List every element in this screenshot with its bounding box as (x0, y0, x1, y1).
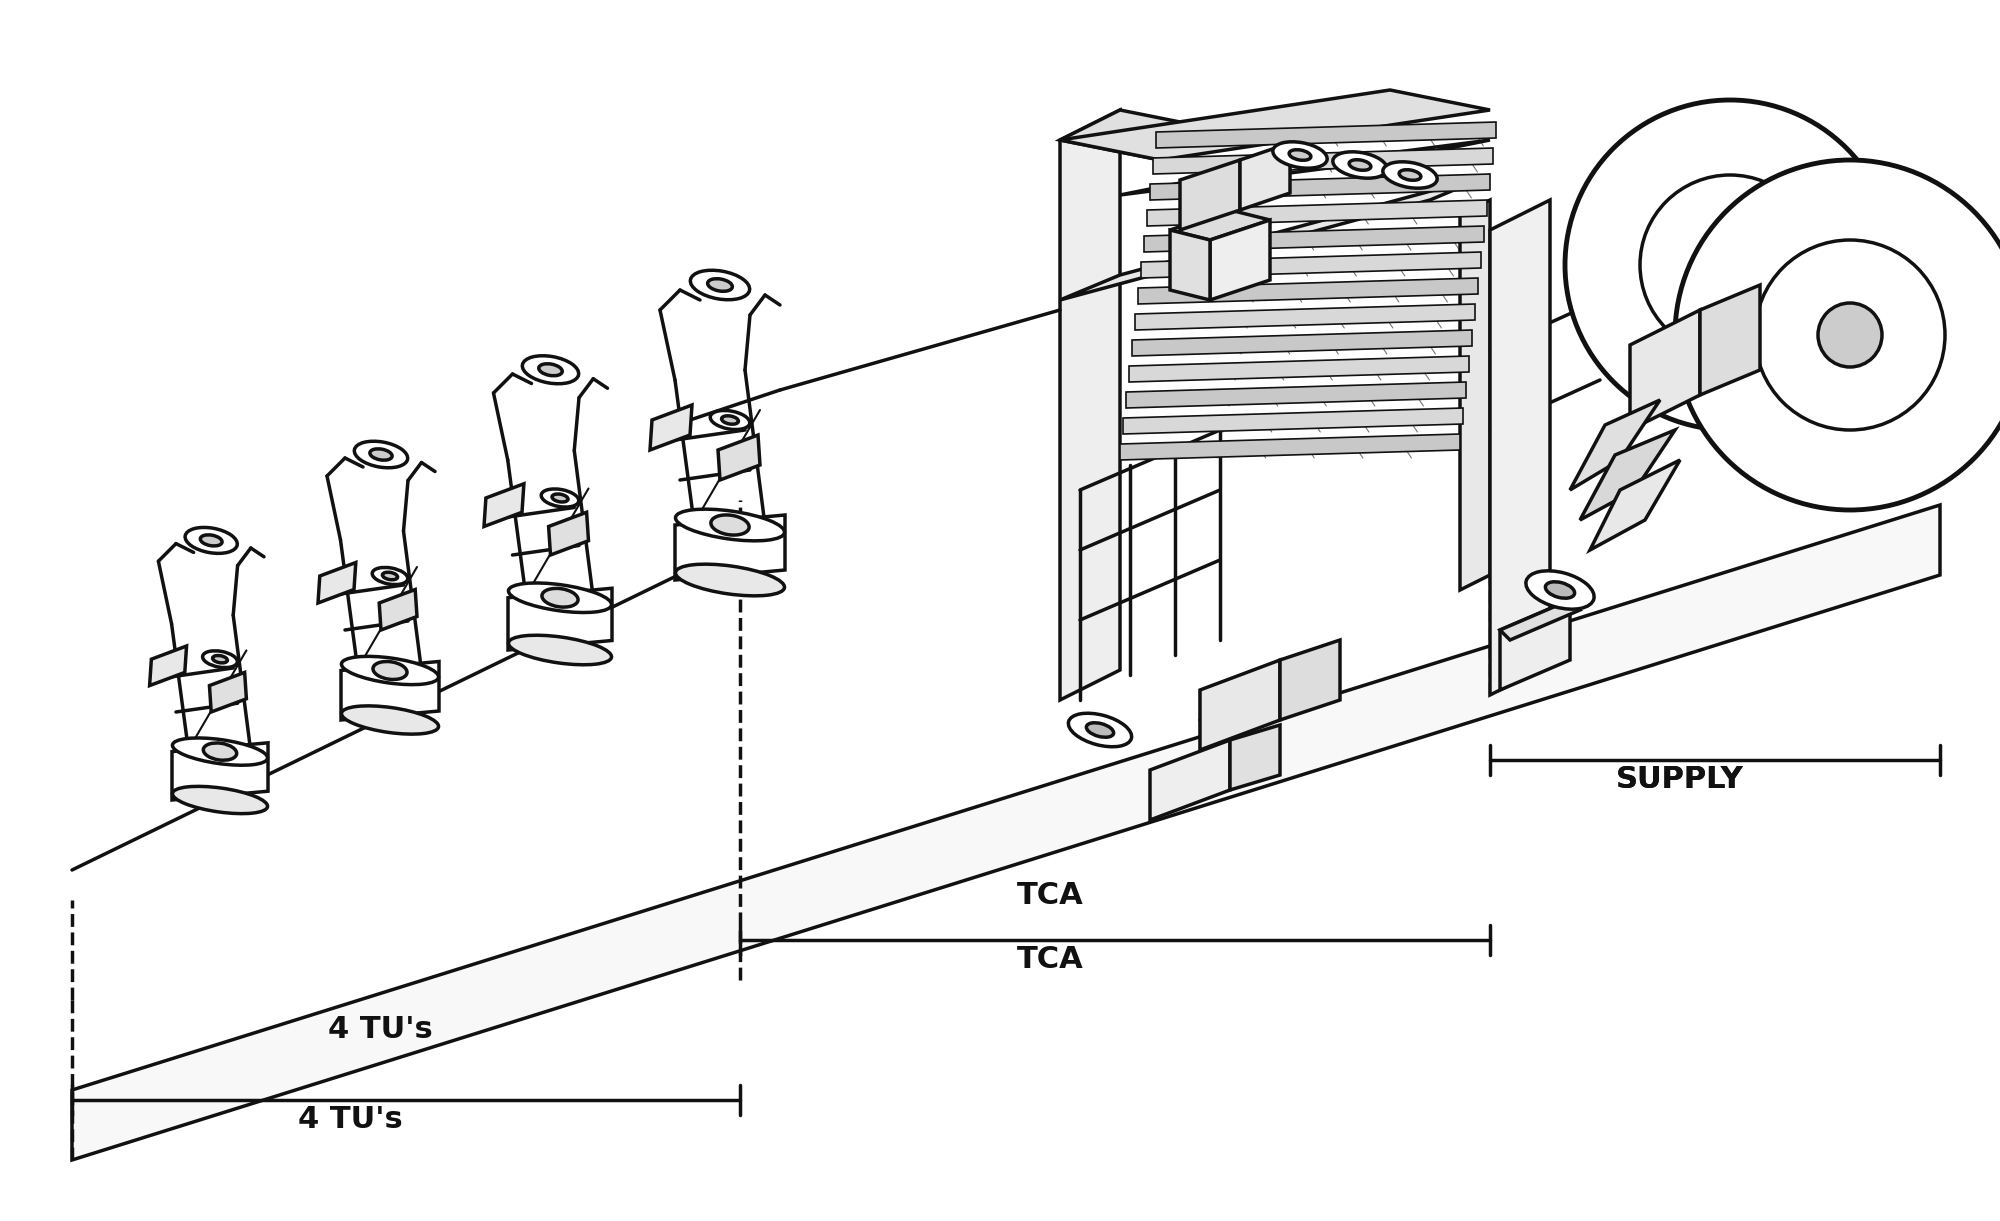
Polygon shape (1156, 122, 1496, 148)
Ellipse shape (212, 656, 228, 663)
Polygon shape (676, 515, 784, 580)
Ellipse shape (708, 278, 732, 292)
Polygon shape (1138, 278, 1478, 304)
Ellipse shape (1400, 170, 1420, 181)
Ellipse shape (202, 651, 238, 668)
Polygon shape (1590, 460, 1680, 549)
Ellipse shape (508, 582, 612, 613)
Polygon shape (1124, 408, 1464, 433)
Ellipse shape (372, 662, 408, 680)
Polygon shape (1490, 200, 1550, 695)
Polygon shape (1630, 310, 1700, 430)
Ellipse shape (542, 488, 578, 507)
Polygon shape (1200, 661, 1280, 750)
Ellipse shape (342, 657, 438, 685)
Polygon shape (1580, 430, 1674, 520)
Ellipse shape (1546, 581, 1574, 598)
Polygon shape (548, 513, 588, 556)
Polygon shape (1126, 382, 1466, 408)
Polygon shape (1060, 90, 1490, 160)
Ellipse shape (722, 416, 738, 424)
Polygon shape (1060, 110, 1220, 160)
Text: SUPPLY: SUPPLY (1616, 766, 1744, 795)
Polygon shape (318, 563, 356, 603)
Ellipse shape (204, 742, 236, 761)
Ellipse shape (1332, 151, 1388, 178)
Polygon shape (1700, 284, 1760, 396)
Polygon shape (1060, 175, 1490, 300)
Ellipse shape (172, 737, 268, 766)
Polygon shape (1500, 600, 1570, 690)
Text: TCA: TCA (1016, 880, 1084, 910)
Polygon shape (210, 673, 246, 712)
Ellipse shape (1272, 142, 1328, 168)
Text: SUPPLY: SUPPLY (1616, 766, 1744, 795)
Polygon shape (1120, 433, 1460, 460)
Polygon shape (508, 589, 612, 650)
Ellipse shape (372, 568, 408, 585)
Polygon shape (380, 590, 418, 630)
Ellipse shape (342, 706, 438, 734)
Polygon shape (150, 646, 186, 686)
Ellipse shape (710, 515, 750, 535)
Ellipse shape (538, 364, 562, 376)
Text: 4 TU's: 4 TU's (328, 1016, 432, 1044)
Polygon shape (1060, 110, 1120, 700)
Ellipse shape (676, 509, 784, 541)
Ellipse shape (1526, 571, 1594, 609)
Ellipse shape (508, 635, 612, 664)
Polygon shape (342, 662, 440, 720)
Ellipse shape (1068, 713, 1132, 747)
Polygon shape (1152, 148, 1492, 175)
Polygon shape (1150, 175, 1490, 200)
Polygon shape (1240, 143, 1290, 210)
Polygon shape (1144, 226, 1484, 252)
Ellipse shape (186, 527, 238, 553)
Ellipse shape (1086, 723, 1114, 737)
Ellipse shape (552, 495, 568, 502)
Ellipse shape (676, 564, 784, 596)
Polygon shape (1150, 740, 1230, 821)
Polygon shape (484, 484, 524, 526)
Circle shape (1640, 175, 1820, 355)
Polygon shape (1230, 725, 1280, 790)
Text: TCA: TCA (1016, 945, 1084, 974)
Polygon shape (1570, 400, 1660, 490)
Polygon shape (1136, 304, 1476, 330)
Circle shape (1756, 241, 1944, 430)
Circle shape (1564, 100, 1894, 430)
Ellipse shape (370, 449, 392, 460)
Polygon shape (1280, 640, 1340, 720)
Ellipse shape (522, 355, 578, 383)
Ellipse shape (354, 441, 408, 468)
Polygon shape (718, 435, 760, 480)
Ellipse shape (1290, 150, 1310, 160)
Polygon shape (1170, 210, 1270, 241)
Ellipse shape (172, 786, 268, 813)
Polygon shape (1180, 160, 1240, 230)
Ellipse shape (1382, 162, 1438, 188)
Circle shape (1674, 160, 2000, 510)
Polygon shape (1132, 330, 1472, 357)
Ellipse shape (200, 535, 222, 546)
Polygon shape (172, 742, 268, 800)
Polygon shape (1500, 600, 1580, 640)
Ellipse shape (1350, 160, 1370, 170)
Circle shape (1818, 303, 1882, 368)
Polygon shape (1210, 220, 1270, 300)
Polygon shape (1120, 140, 1490, 195)
Ellipse shape (710, 410, 750, 430)
Polygon shape (1460, 200, 1490, 590)
Ellipse shape (690, 270, 750, 299)
Polygon shape (1140, 252, 1480, 278)
Text: 4 TU's: 4 TU's (298, 1105, 402, 1134)
Polygon shape (1128, 357, 1468, 382)
Polygon shape (1148, 200, 1488, 226)
Circle shape (1700, 234, 1760, 295)
Ellipse shape (542, 589, 578, 607)
Polygon shape (1170, 230, 1210, 300)
Ellipse shape (382, 573, 398, 580)
Polygon shape (650, 405, 692, 451)
Polygon shape (72, 505, 1940, 1160)
